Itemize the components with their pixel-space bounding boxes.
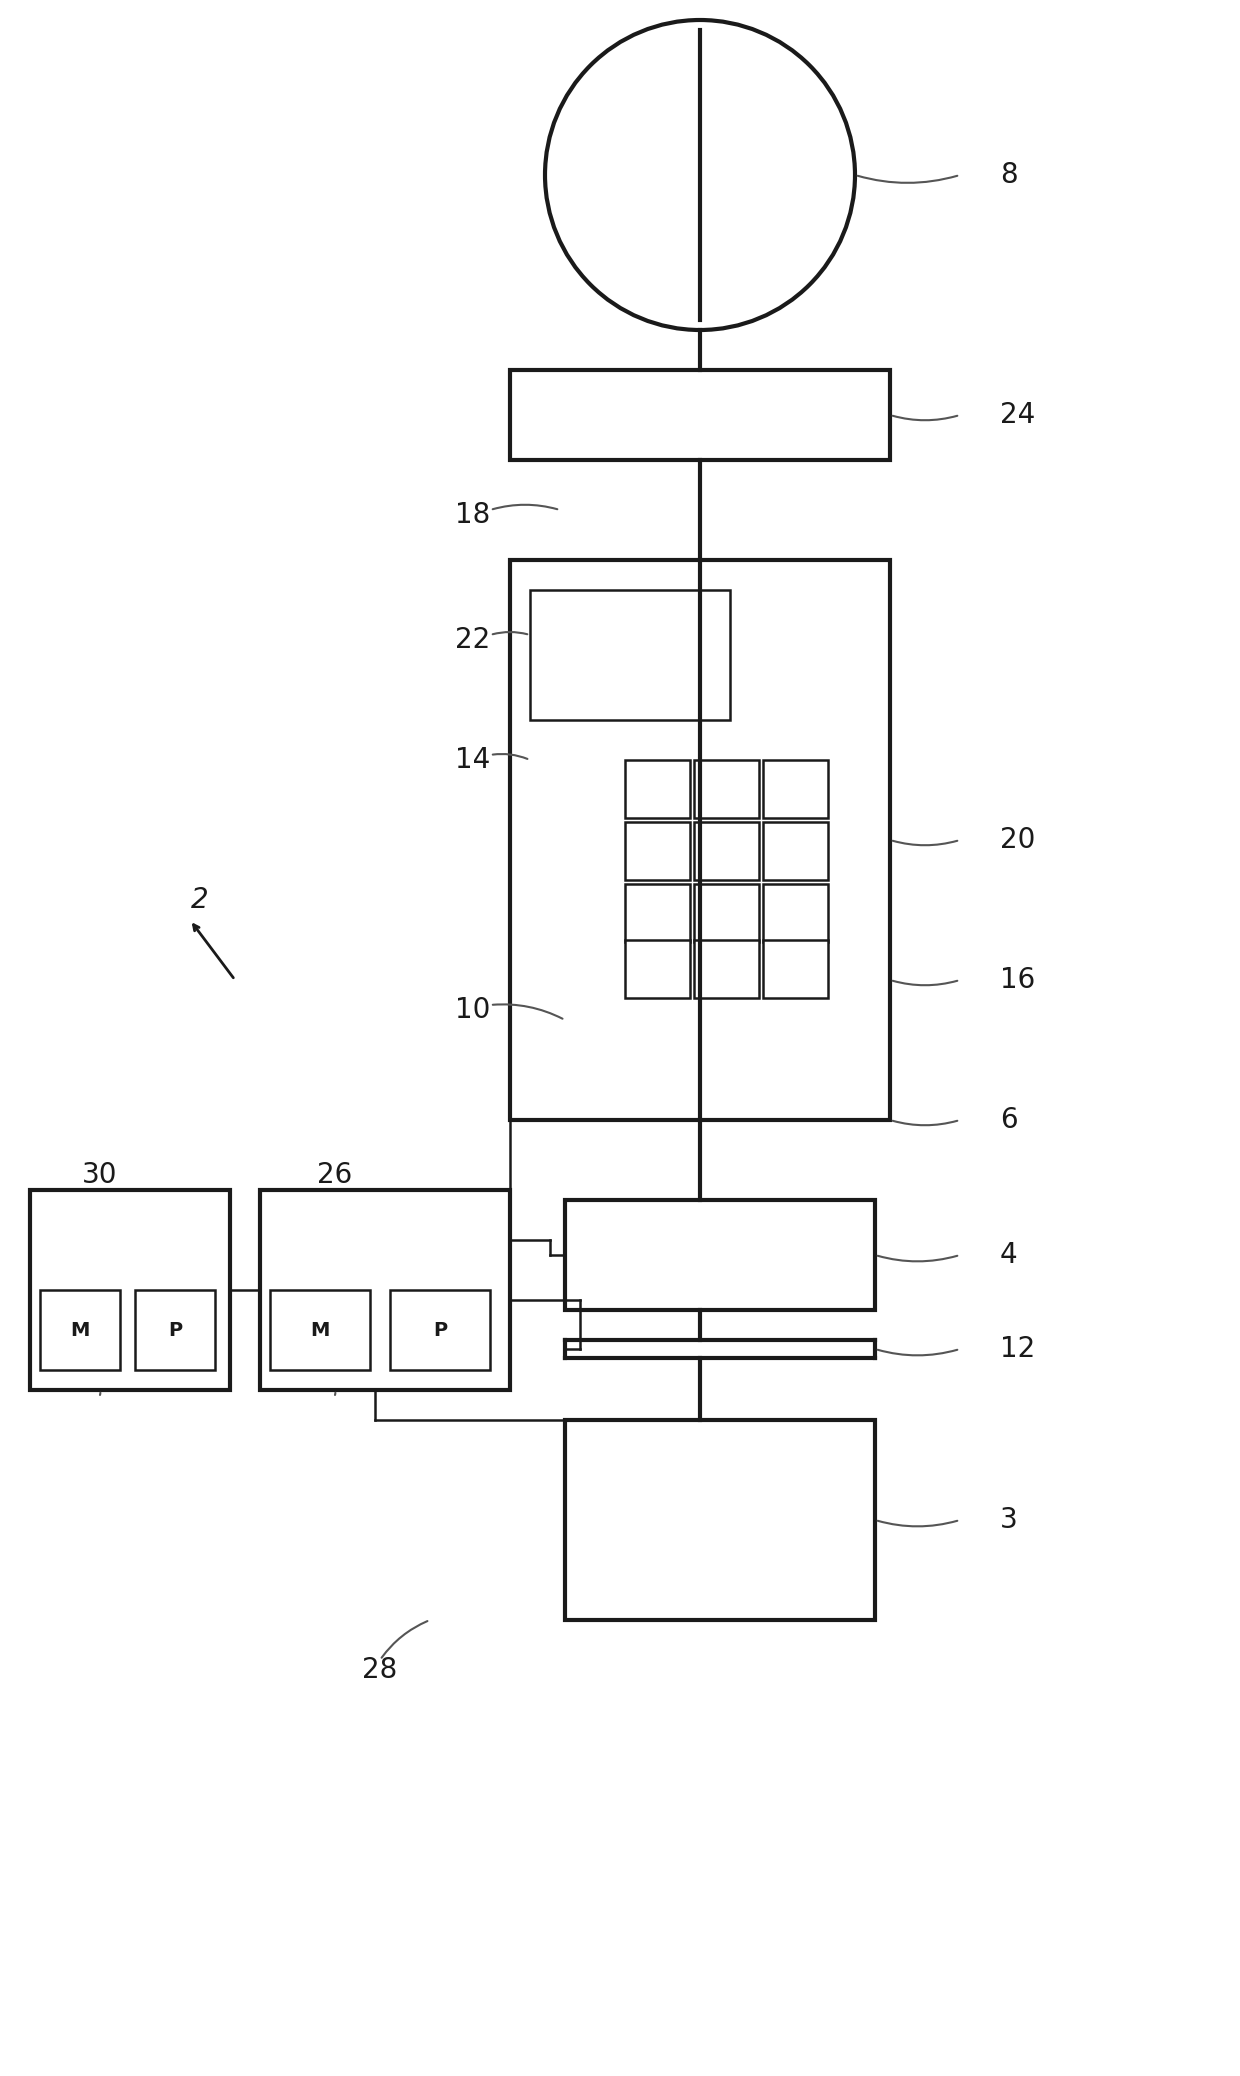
Bar <box>529 590 730 720</box>
Text: 30: 30 <box>82 1160 118 1190</box>
Text: 10: 10 <box>455 996 490 1023</box>
Text: M: M <box>310 1320 330 1339</box>
Text: 28: 28 <box>362 1657 398 1684</box>
Text: 22: 22 <box>455 627 490 654</box>
Text: 12: 12 <box>999 1335 1035 1364</box>
Text: 26: 26 <box>317 1160 352 1190</box>
Text: 6: 6 <box>999 1107 1018 1133</box>
Bar <box>391 1289 490 1370</box>
Text: 2: 2 <box>191 886 208 913</box>
Bar <box>763 940 828 999</box>
Bar <box>763 760 828 818</box>
Bar <box>30 1190 229 1391</box>
Text: M: M <box>71 1320 89 1339</box>
Bar <box>565 1200 875 1310</box>
Bar <box>510 370 890 461</box>
Bar <box>510 561 890 1119</box>
Text: 3: 3 <box>999 1505 1018 1534</box>
Bar <box>763 884 828 943</box>
Bar <box>565 1420 875 1619</box>
Bar <box>694 940 759 999</box>
Bar <box>694 884 759 943</box>
Bar <box>763 822 828 880</box>
Bar <box>694 822 759 880</box>
Bar <box>625 884 689 943</box>
Bar <box>625 940 689 999</box>
Text: 24: 24 <box>999 401 1035 430</box>
Bar <box>625 822 689 880</box>
Bar <box>260 1190 510 1391</box>
Text: P: P <box>433 1320 448 1339</box>
Bar <box>625 760 689 818</box>
Circle shape <box>546 21 856 330</box>
Text: 8: 8 <box>999 162 1018 189</box>
Text: 14: 14 <box>455 745 490 774</box>
Text: 20: 20 <box>999 826 1035 853</box>
Text: 16: 16 <box>999 965 1035 994</box>
Text: 18: 18 <box>455 500 490 529</box>
Bar <box>694 760 759 818</box>
Bar <box>40 1289 120 1370</box>
Text: 4: 4 <box>999 1241 1018 1268</box>
Bar <box>135 1289 215 1370</box>
Text: P: P <box>167 1320 182 1339</box>
Bar <box>270 1289 370 1370</box>
